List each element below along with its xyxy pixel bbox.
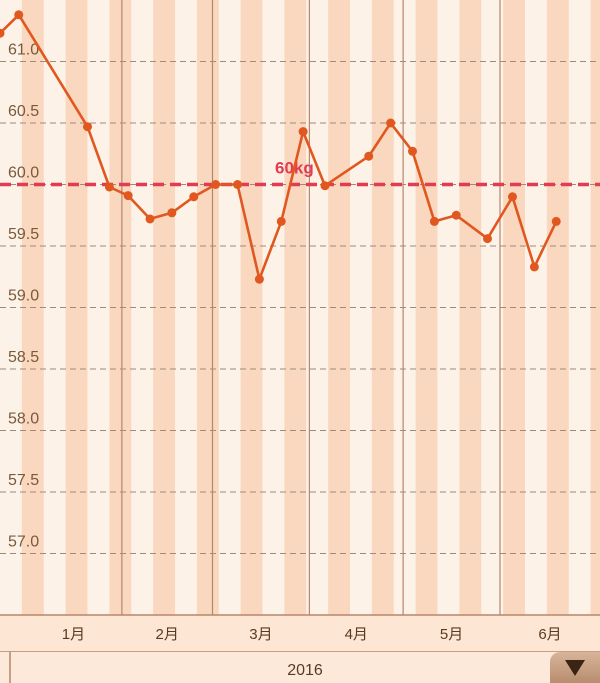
x-tick-label: 4月 (345, 626, 368, 643)
year-label: 2016 (287, 662, 323, 679)
data-point (483, 234, 492, 244)
y-tick-label: 60.0 (8, 165, 39, 182)
data-point (429, 216, 439, 226)
week-stripe (87, 0, 110, 615)
data-point (14, 10, 24, 20)
data-point (145, 214, 155, 224)
y-tick-label: 61.0 (8, 42, 39, 59)
month-divider-lines (9, 0, 501, 652)
y-tick-label: 60.5 (8, 103, 39, 120)
data-point (104, 182, 114, 192)
data-point (83, 122, 92, 132)
year-band-background (0, 652, 600, 683)
y-tick-label: 58.0 (8, 411, 39, 428)
x-tick-label: 1月 (62, 626, 85, 643)
data-point (167, 208, 177, 218)
data-point (551, 216, 561, 226)
data-point (386, 118, 396, 128)
data-point (364, 151, 374, 161)
y-tick-label: 58.5 (8, 349, 39, 366)
x-axis-band: 1月 2月 3月 4月 5月 6月 (0, 614, 600, 653)
triangle-down-icon (565, 659, 585, 676)
data-point (189, 192, 199, 202)
y-tick-label: 59.0 (8, 288, 39, 305)
data-point (211, 180, 221, 189)
data-point (0, 28, 5, 38)
scroll-down-button[interactable] (550, 652, 600, 683)
week-stripe (568, 0, 591, 615)
y-axis-tick-labels: 57.0 57.5 58.0 58.5 59.0 59.5 60.0 60.5 61.0 (8, 42, 39, 551)
weight-series (0, 10, 561, 284)
y-tick-label: 59.5 (8, 226, 39, 243)
data-point (233, 180, 242, 189)
data-point (276, 216, 286, 226)
x-axis-background (0, 615, 600, 652)
data-point (408, 146, 417, 156)
week-stripe (437, 0, 460, 615)
data-point (298, 127, 308, 137)
x-tick-label: 2月 (156, 626, 179, 643)
year-band: 2016 (0, 652, 600, 683)
y-tick-label: 57.0 (8, 534, 39, 551)
x-tick-label: 5月 (440, 626, 463, 643)
week-stripe (218, 0, 241, 615)
data-point (451, 210, 461, 220)
y-tick-label: 57.5 (8, 472, 39, 489)
data-point (123, 191, 133, 201)
data-point (254, 274, 264, 284)
data-point (529, 262, 539, 272)
data-point (320, 181, 330, 191)
x-tick-label: 6月 (538, 626, 561, 643)
x-tick-label: 3月 (249, 626, 272, 643)
data-point (508, 192, 517, 202)
